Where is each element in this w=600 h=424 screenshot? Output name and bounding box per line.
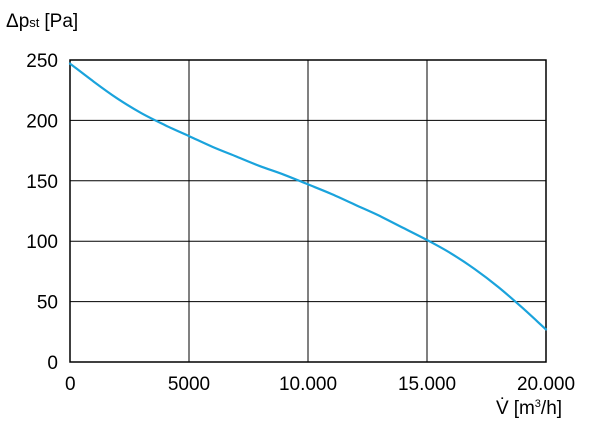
x-axis-label: V̇ [m3/h] xyxy=(496,398,562,419)
x-tick-label: 20.000 xyxy=(517,374,575,395)
tick-labels: 0 5000 10.000 15.000 20.000 0 50 100 150 200 250 xyxy=(26,51,575,395)
x-tick-label: 0 xyxy=(65,374,76,395)
plot-frame xyxy=(69,59,547,363)
y-tick-label: 0 xyxy=(47,353,58,374)
y-tick-label: 250 xyxy=(26,51,58,72)
y-axis-symbol: Δp xyxy=(6,11,29,32)
grid-lines xyxy=(70,60,546,362)
y-tick-label: 150 xyxy=(26,172,58,193)
x-axis-unit-end: /h] xyxy=(541,398,562,419)
y-tick-label: 50 xyxy=(37,293,58,314)
x-tick-label: 5000 xyxy=(168,374,210,395)
y-axis-unit: [Pa] xyxy=(44,11,78,32)
x-axis-unit-exponent: 3 xyxy=(535,398,541,410)
x-axis-symbol: V̇ xyxy=(496,398,509,419)
y-axis-subscript: st xyxy=(29,15,40,30)
y-tick-label: 100 xyxy=(26,232,58,253)
y-tick-label: 200 xyxy=(26,111,58,132)
x-axis-unit-start: [m xyxy=(514,398,535,419)
y-axis-label: Δpst [Pa] xyxy=(6,11,78,32)
x-tick-label: 15.000 xyxy=(398,374,456,395)
series-line xyxy=(68,62,548,331)
x-tick-label: 10.000 xyxy=(279,374,337,395)
